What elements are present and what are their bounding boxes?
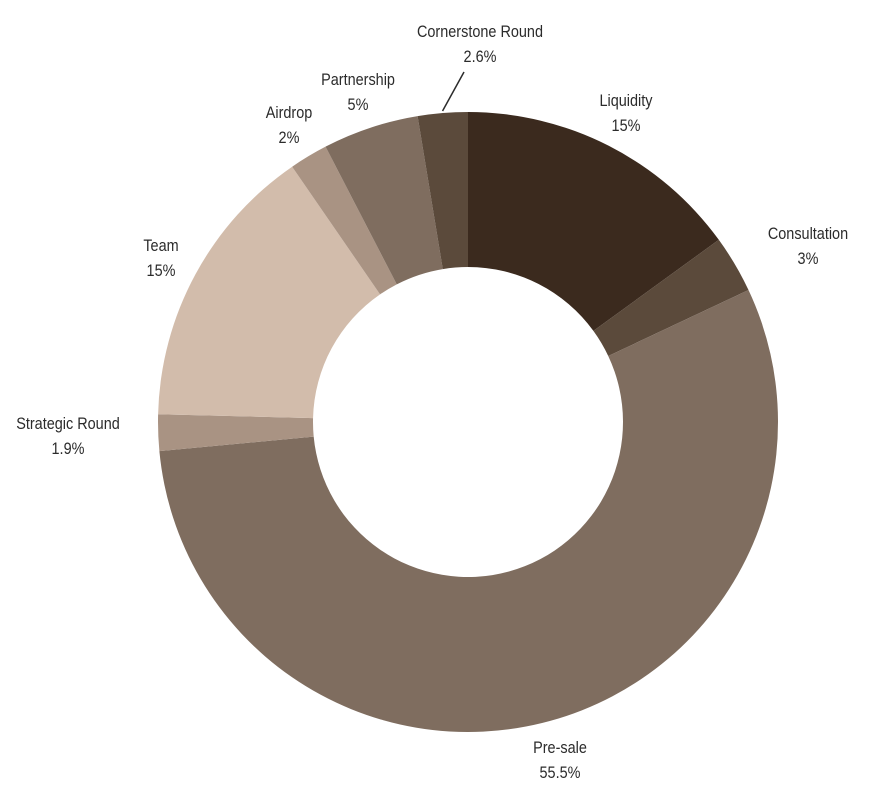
slice-value-pre-sale: 55.5% bbox=[540, 764, 581, 782]
slice-value-team: 15% bbox=[147, 262, 176, 280]
slice-consultation bbox=[593, 239, 749, 357]
slice-pre-sale bbox=[159, 290, 778, 732]
slice-team bbox=[158, 166, 381, 419]
slice-strategic-round bbox=[158, 414, 314, 452]
slice-value-partnership: 5% bbox=[348, 96, 369, 114]
donut-slices bbox=[158, 112, 778, 732]
slice-value-cornerstone-round: 2.6% bbox=[464, 48, 497, 66]
slice-value-strategic-round: 1.9% bbox=[52, 440, 85, 458]
leader-line-cornerstone-round bbox=[441, 71, 465, 112]
slice-labels: Liquidity 15% Consultation 3% Pre-sale 55.5% S… bbox=[16, 23, 848, 782]
slice-value-airdrop: 2% bbox=[279, 129, 300, 147]
slice-value-liquidity: 15% bbox=[612, 117, 641, 135]
slice-label-cornerstone-round: Cornerstone Round bbox=[417, 23, 543, 41]
slice-label-team: Team bbox=[143, 237, 178, 255]
slice-airdrop bbox=[292, 146, 397, 295]
slice-label-airdrop: Airdrop bbox=[266, 104, 313, 122]
slice-label-partnership: Partnership bbox=[321, 71, 395, 89]
slice-value-consultation: 3% bbox=[798, 250, 819, 268]
slice-label-consultation: Consultation bbox=[768, 225, 848, 243]
slice-liquidity bbox=[468, 112, 719, 331]
label-leader-lines bbox=[441, 71, 465, 112]
slice-partnership bbox=[325, 116, 443, 285]
slice-label-pre-sale: Pre-sale bbox=[533, 739, 587, 757]
slice-label-liquidity: Liquidity bbox=[600, 92, 653, 110]
slice-label-strategic-round: Strategic Round bbox=[16, 415, 120, 433]
slice-cornerstone-round bbox=[417, 112, 468, 270]
